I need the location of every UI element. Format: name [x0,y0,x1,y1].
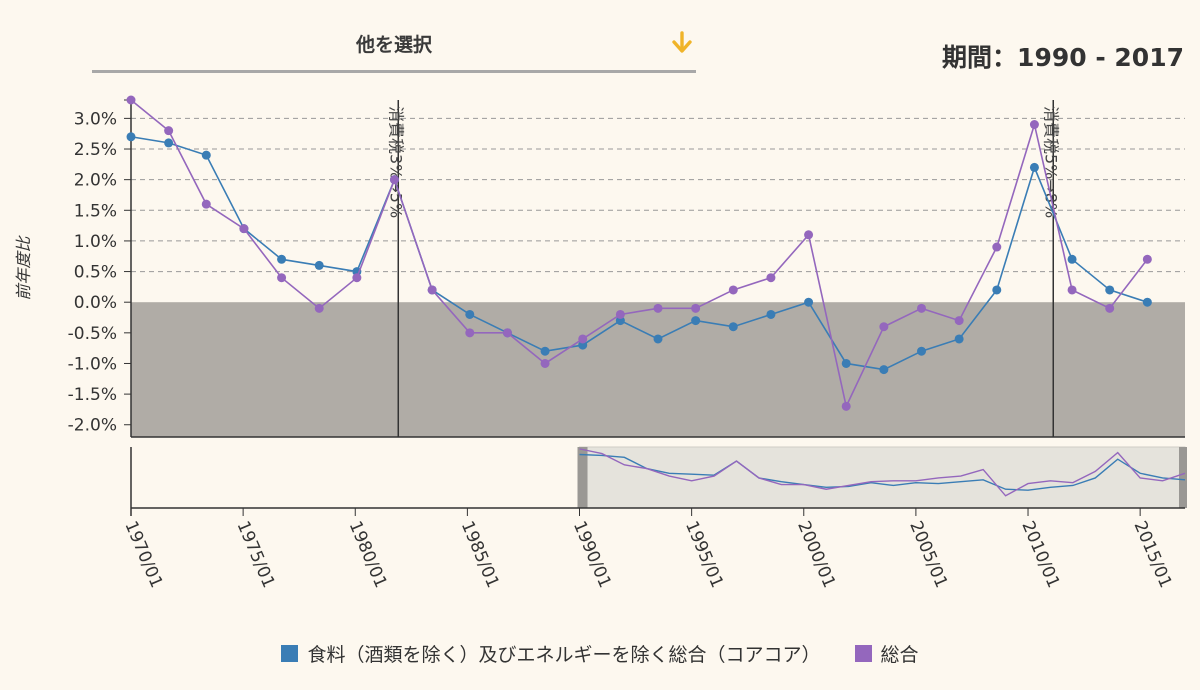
y-tick-label: 0.0% [74,293,117,313]
y-tick-label: 2.5% [74,140,117,160]
y-tick-label: 3.0% [74,109,117,129]
series-point-1 [653,303,663,313]
series-point-1 [1067,285,1077,295]
series-point-0 [1029,162,1039,172]
brush-x-tick-label: 2000/01 [793,518,839,591]
brush-handle-right [1179,447,1187,508]
brush-x-tick-label: 1995/01 [681,518,727,591]
series-point-1 [277,273,287,283]
series-point-1 [164,126,174,136]
series-point-0 [1142,297,1152,307]
legend-item-total[interactable]: 総合 [854,640,919,667]
brush-series-line-0 [579,453,1186,491]
series-point-0 [879,365,889,375]
series-point-1 [427,285,437,295]
series-point-1 [239,224,249,234]
series-point-1 [954,316,964,326]
series-point-0 [277,254,287,264]
brush-x-tick-label: 2015/01 [1130,518,1176,591]
legend-label-core: 食料（酒類を除く）及びエネルギーを除く総合（コアコア） [307,644,821,666]
y-tick-label: 1.0% [74,232,117,252]
brush-x-tick-label: 1985/01 [457,518,503,591]
series-point-1 [728,285,738,295]
series-point-1 [502,328,512,338]
series-point-1 [201,199,211,209]
period-prefix: 期間： [942,43,1018,72]
brush-selection [579,446,1186,509]
series-point-0 [314,260,324,270]
series-point-0 [992,285,1002,295]
brush-handle-left [577,447,588,508]
series-point-1 [465,328,475,338]
legend-item-core[interactable]: 食料（酒類を除く）及びエネルギーを除く総合（コアコア） [281,640,820,667]
series-point-1 [766,273,776,283]
series-line-0 [130,135,1148,371]
series-point-0 [653,334,663,344]
y-tick-label: 0.5% [74,263,117,283]
series-point-1 [615,309,625,319]
series-point-0 [917,346,926,356]
series-point-0 [804,297,814,307]
negative-region [131,302,1185,437]
y-tick-label: 2.0% [74,171,117,191]
y-tick-label: -1.5% [68,385,117,405]
series-point-1 [841,401,851,411]
line-chart: 3.0% 2.5% 2.0% 1.5% 1.0% 0.5% 0.0% -0.5% -1.0% -1… [14,95,1187,591]
brush-x-tick-label: 1980/01 [345,518,391,591]
series-point-1 [879,322,889,332]
chart-legend: 食料（酒類を除く）及びエネルギーを除く総合（コアコア） 総合 [0,640,1200,667]
arrow-down-icon [672,31,692,53]
series-select-dropdown[interactable]: 他を選択 [92,22,696,73]
brush-x-tick-label: 1975/01 [233,518,279,591]
period-range: 1990 - 2017 [1017,43,1184,72]
series-point-1 [804,230,814,240]
series-line-1 [130,99,1148,409]
series-point-1 [540,358,550,368]
brush-x-tick-label: 1990/01 [569,518,615,591]
y-axis-label: 前年度比 [14,235,33,301]
series-point-1 [390,175,399,185]
series-point-0 [126,132,136,142]
series-point-0 [954,334,964,344]
series-point-1 [1029,120,1039,130]
series-point-0 [728,322,738,332]
series-point-0 [691,316,701,326]
select-label: 他を選択 [355,34,432,56]
series-point-0 [766,309,776,319]
series-point-1 [1105,303,1115,313]
series-point-0 [164,138,174,148]
series-point-1 [691,303,701,313]
period-label: 期間：1990 - 2017 [942,38,1184,74]
brush-x-tick-label: 2005/01 [905,518,951,591]
series-point-1 [314,303,324,313]
series-point-1 [992,242,1002,252]
y-tick-label: -1.0% [68,354,117,374]
series-point-0 [201,150,211,160]
y-tick-label: -2.0% [68,416,117,436]
series-point-0 [465,309,475,319]
y-tick-label: -0.5% [68,324,117,344]
series-point-0 [1105,285,1115,295]
legend-swatch-total [854,645,872,662]
series-point-1 [578,334,588,344]
series-point-0 [1067,254,1077,264]
series-point-1 [1142,254,1152,264]
legend-swatch-core [281,645,299,662]
brush-x-tick-label: 1970/01 [120,518,166,591]
brush-x-tick-label: 2010/01 [1017,518,1063,591]
series-point-1 [352,273,362,283]
legend-label-total: 総合 [880,644,919,666]
brush-series-line-1 [579,448,1186,497]
y-tick-label: 1.5% [74,201,117,221]
series-point-1 [126,95,136,105]
series-point-1 [917,303,926,313]
series-point-0 [540,346,550,356]
series-point-0 [841,358,851,368]
tax-change-label: 消費税5%→8% [1041,106,1060,218]
